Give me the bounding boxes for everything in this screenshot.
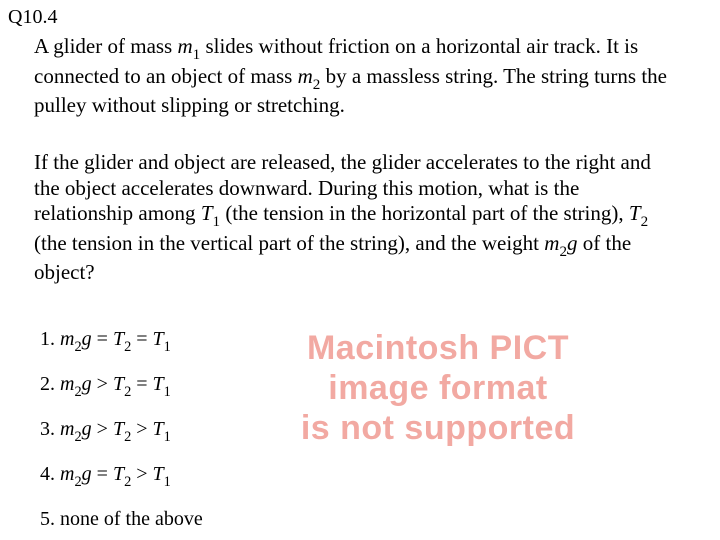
var-g: g — [567, 231, 578, 255]
sub-2: 2 — [124, 339, 131, 355]
var-T: T — [153, 373, 164, 395]
text: (the tension in the vertical part of the… — [34, 231, 544, 255]
var-T: T — [153, 418, 164, 440]
text: (the tension in the horizontal part of t… — [220, 201, 629, 225]
pict-line-2: image format — [248, 368, 628, 408]
option-5: 5. none of the above — [40, 508, 280, 531]
var-g: g — [82, 373, 92, 395]
var-m: m — [60, 328, 74, 350]
var-m: m — [544, 231, 559, 255]
sub-2: 2 — [641, 214, 649, 230]
sub-2: 2 — [313, 77, 321, 93]
var-T: T — [113, 418, 124, 440]
option-2: 2. m2g > T2 = T1 — [40, 373, 280, 400]
sub-1: 1 — [164, 474, 171, 490]
option-3: 3. m2g > T2 > T1 — [40, 418, 280, 445]
sub-1: 1 — [164, 384, 171, 400]
sub-2: 2 — [74, 474, 81, 490]
sub-2: 2 — [124, 429, 131, 445]
var-T: T — [113, 373, 124, 395]
sub-2: 2 — [124, 474, 131, 490]
rel: = — [92, 463, 113, 485]
var-g: g — [82, 463, 92, 485]
sub-2: 2 — [74, 384, 81, 400]
opt-text: 5. none of the above — [40, 508, 203, 530]
slide: Q10.4 A glider of mass m1 slides without… — [0, 0, 720, 540]
var-T: T — [113, 328, 124, 350]
answer-options: 1. m2g = T2 = T1 2. m2g > T2 = T1 3. m2g… — [40, 328, 280, 531]
option-4: 4. m2g = T2 > T1 — [40, 463, 280, 490]
var-m: m — [177, 34, 192, 58]
rel: = — [131, 328, 152, 350]
sub-1: 1 — [213, 214, 221, 230]
sub-2: 2 — [124, 384, 131, 400]
option-1: 1. m2g = T2 = T1 — [40, 328, 280, 355]
sub-1: 1 — [193, 47, 201, 63]
opt-num: 4. — [40, 463, 60, 485]
var-T: T — [153, 463, 164, 485]
question-number: Q10.4 — [8, 6, 57, 29]
var-T: T — [629, 201, 641, 225]
sub-2: 2 — [74, 339, 81, 355]
var-g: g — [82, 418, 92, 440]
var-m: m — [60, 373, 74, 395]
var-T: T — [153, 328, 164, 350]
pict-line-3: is not supported — [248, 408, 628, 448]
sub-1: 1 — [164, 429, 171, 445]
opt-num: 2. — [40, 373, 60, 395]
rel: > — [92, 418, 113, 440]
var-m: m — [60, 418, 74, 440]
rel: > — [92, 373, 113, 395]
var-T: T — [113, 463, 124, 485]
pict-line-1: Macintosh PICT — [248, 328, 628, 368]
sub-1: 1 — [164, 339, 171, 355]
var-m: m — [298, 64, 313, 88]
text: A glider of mass — [34, 34, 177, 58]
opt-num: 3. — [40, 418, 60, 440]
sub-2: 2 — [74, 429, 81, 445]
var-m: m — [60, 463, 74, 485]
var-T: T — [201, 201, 213, 225]
problem-paragraph-2: If the glider and object are released, t… — [34, 150, 674, 286]
opt-num: 1. — [40, 328, 60, 350]
pict-placeholder: Macintosh PICT image format is not suppo… — [248, 328, 628, 448]
rel: = — [131, 373, 152, 395]
rel: > — [131, 418, 152, 440]
rel: = — [92, 328, 113, 350]
var-g: g — [82, 328, 92, 350]
sub-2: 2 — [559, 244, 567, 260]
rel: > — [131, 463, 152, 485]
problem-paragraph-1: A glider of mass m1 slides without frict… — [34, 34, 674, 119]
